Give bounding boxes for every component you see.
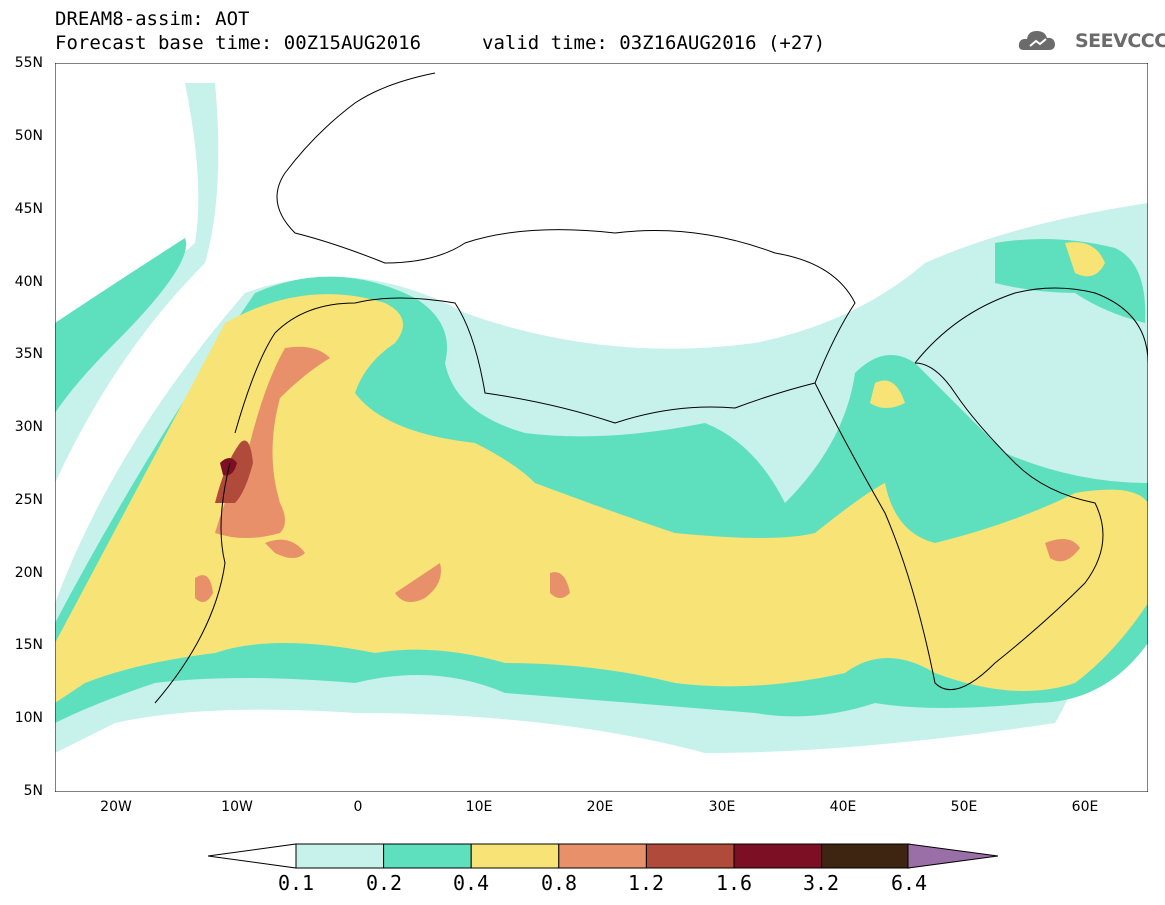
colorbar-cell	[383, 843, 472, 869]
aot-contour-0-8	[195, 346, 1080, 602]
logo-text: SEEVCCC	[1075, 30, 1165, 52]
y-tick: 30N	[14, 419, 43, 435]
colorbar-cell	[470, 843, 560, 869]
colorbar-under-arrow	[208, 843, 297, 869]
colorbar	[208, 843, 998, 869]
colorbar-cell	[558, 843, 647, 869]
aot-contour-3-2	[220, 458, 237, 476]
colorbar-over-arrow	[907, 843, 998, 869]
forecast-base-time: Forecast base time: 00Z15AUG2016	[55, 32, 422, 54]
aot-map	[55, 63, 1148, 792]
colorbar-label: 0.8	[540, 871, 578, 895]
colorbar-label: 1.6	[715, 871, 753, 895]
x-tick: 20E	[586, 799, 614, 815]
x-tick: 20W	[100, 799, 132, 815]
colorbar-label: 1.2	[627, 871, 665, 895]
x-tick: 60E	[1071, 799, 1099, 815]
colorbar-cell	[733, 843, 823, 869]
x-tick: 40E	[829, 799, 857, 815]
y-tick: 50N	[14, 128, 43, 144]
x-tick: 10W	[221, 799, 253, 815]
y-tick: 15N	[14, 637, 43, 653]
y-tick: 25N	[14, 492, 43, 508]
colorbar-label: 0.2	[365, 871, 403, 895]
y-tick: 5N	[23, 783, 43, 799]
colorbar-label: 0.4	[452, 871, 490, 895]
y-tick: 40N	[14, 274, 43, 290]
y-tick: 45N	[14, 201, 43, 217]
coastlines	[154, 72, 1148, 704]
cloud-logo-icon	[1018, 31, 1055, 50]
colorbar-label: 6.4	[890, 871, 928, 895]
colorbar-cell	[295, 843, 385, 869]
colorbar-cell	[645, 843, 735, 869]
y-tick: 10N	[14, 710, 43, 726]
valid-time: valid time: 03Z16AUG2016 (+27)	[482, 32, 826, 54]
x-tick: 10E	[465, 799, 493, 815]
y-tick: 35N	[14, 346, 43, 362]
y-tick: 20N	[14, 565, 43, 581]
x-tick: 0	[353, 799, 363, 815]
y-tick: 55N	[14, 55, 43, 71]
aot-contour-0-4	[55, 242, 1148, 703]
colorbar-label: 0.1	[277, 871, 315, 895]
colorbar-label: 3.2	[802, 871, 840, 895]
x-tick: 50E	[950, 799, 978, 815]
map-title: DREAM8-assim: AOT	[55, 8, 250, 30]
x-tick: 30E	[708, 799, 736, 815]
colorbar-cell	[821, 843, 910, 869]
